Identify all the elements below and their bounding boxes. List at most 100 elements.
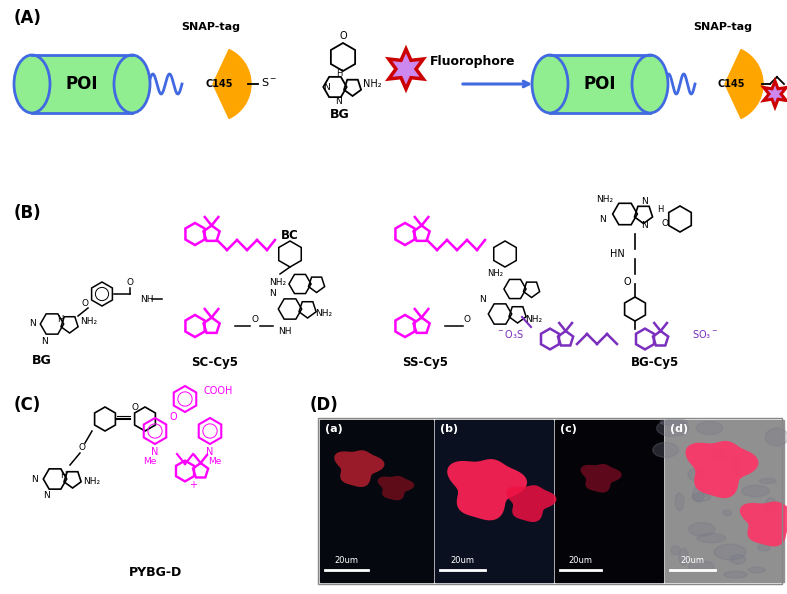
Text: N: N [478, 295, 486, 304]
Text: NH₂: NH₂ [525, 314, 542, 324]
Text: O: O [252, 314, 258, 324]
Ellipse shape [713, 449, 726, 461]
Polygon shape [447, 459, 527, 520]
Text: O: O [169, 412, 177, 422]
Ellipse shape [697, 533, 726, 543]
Text: POI: POI [66, 75, 98, 93]
Ellipse shape [689, 561, 714, 571]
Ellipse shape [679, 548, 689, 565]
Text: O: O [79, 443, 86, 451]
Text: POI: POI [584, 75, 616, 93]
Text: O: O [662, 220, 668, 229]
Ellipse shape [730, 555, 745, 564]
Text: SC-Cy5: SC-Cy5 [191, 356, 238, 369]
Text: NH₂: NH₂ [83, 476, 100, 485]
Text: NH₂: NH₂ [597, 194, 614, 204]
Text: O: O [464, 314, 471, 324]
Text: (A): (A) [14, 9, 42, 27]
Text: N: N [600, 214, 606, 223]
Ellipse shape [632, 55, 668, 113]
Text: HN: HN [610, 249, 625, 259]
Text: BG: BG [330, 108, 350, 121]
Ellipse shape [696, 422, 722, 434]
Text: N: N [323, 83, 331, 91]
Text: NH: NH [140, 295, 153, 304]
Text: N: N [206, 447, 214, 457]
Text: S$^-$: S$^-$ [261, 76, 277, 88]
Polygon shape [334, 450, 385, 487]
Bar [435, 420, 553, 582]
Text: BG: BG [32, 354, 52, 367]
Ellipse shape [693, 486, 704, 502]
Text: (c): (c) [560, 424, 577, 434]
Text: Me: Me [143, 457, 157, 466]
Text: (d): (d) [670, 424, 688, 434]
Text: H: H [336, 68, 342, 77]
Ellipse shape [532, 55, 568, 113]
Bar [665, 420, 784, 582]
Text: (a): (a) [325, 424, 343, 434]
Ellipse shape [724, 571, 747, 578]
Polygon shape [581, 464, 622, 492]
Text: NH₂: NH₂ [487, 270, 503, 279]
Ellipse shape [759, 479, 776, 484]
Text: Me: Me [209, 457, 222, 466]
Text: SS-Cy5: SS-Cy5 [402, 356, 448, 369]
Text: NH₂: NH₂ [315, 309, 332, 318]
Text: +: + [189, 480, 197, 490]
Text: COOH: COOH [203, 386, 232, 396]
Text: PYBG-D: PYBG-D [128, 566, 182, 579]
Text: NH₂: NH₂ [80, 318, 97, 327]
Ellipse shape [656, 420, 689, 437]
Bar [550, 55, 650, 113]
Bar [555, 420, 663, 582]
Text: N: N [28, 320, 35, 328]
Ellipse shape [723, 510, 732, 516]
Text: SO₃$^-$: SO₃$^-$ [692, 328, 718, 340]
Text: N: N [31, 475, 39, 484]
Text: SNAP-tag: SNAP-tag [182, 22, 241, 32]
Ellipse shape [748, 567, 765, 573]
Ellipse shape [660, 419, 688, 426]
Wedge shape [213, 49, 251, 118]
Text: N: N [641, 197, 648, 206]
Ellipse shape [689, 523, 715, 536]
Ellipse shape [742, 485, 769, 497]
Text: N: N [41, 337, 47, 346]
Polygon shape [740, 501, 787, 546]
Text: 20um: 20um [334, 556, 358, 565]
Ellipse shape [765, 428, 787, 446]
Text: NH₂: NH₂ [269, 278, 286, 287]
Ellipse shape [653, 443, 678, 457]
Ellipse shape [114, 55, 150, 113]
Text: C145: C145 [717, 79, 745, 89]
Ellipse shape [714, 544, 746, 560]
Text: (C): (C) [14, 396, 41, 414]
Text: N: N [641, 222, 648, 230]
Text: O: O [127, 278, 134, 287]
Text: NH: NH [278, 327, 291, 336]
Wedge shape [725, 49, 763, 118]
Text: N: N [151, 447, 159, 457]
Ellipse shape [14, 55, 50, 113]
Text: O: O [131, 403, 139, 412]
Ellipse shape [758, 544, 770, 551]
Polygon shape [506, 485, 556, 522]
Ellipse shape [692, 493, 711, 501]
Bar [320, 420, 433, 582]
Ellipse shape [675, 493, 684, 511]
Text: N: N [268, 289, 275, 299]
Text: Fluorophore: Fluorophore [430, 55, 515, 68]
Polygon shape [685, 441, 759, 498]
Text: H: H [657, 204, 663, 213]
Text: (b): (b) [440, 424, 458, 434]
Text: $^-$O₃S: $^-$O₃S [496, 328, 524, 340]
Text: H: H [57, 314, 63, 324]
Text: C145: C145 [205, 79, 233, 89]
Text: 20um: 20um [681, 556, 704, 565]
Bar [32, 55, 132, 113]
Text: N: N [335, 96, 342, 106]
Text: N: N [43, 491, 50, 500]
Text: SNAP-tag: SNAP-tag [693, 22, 752, 32]
Text: H: H [60, 472, 66, 481]
